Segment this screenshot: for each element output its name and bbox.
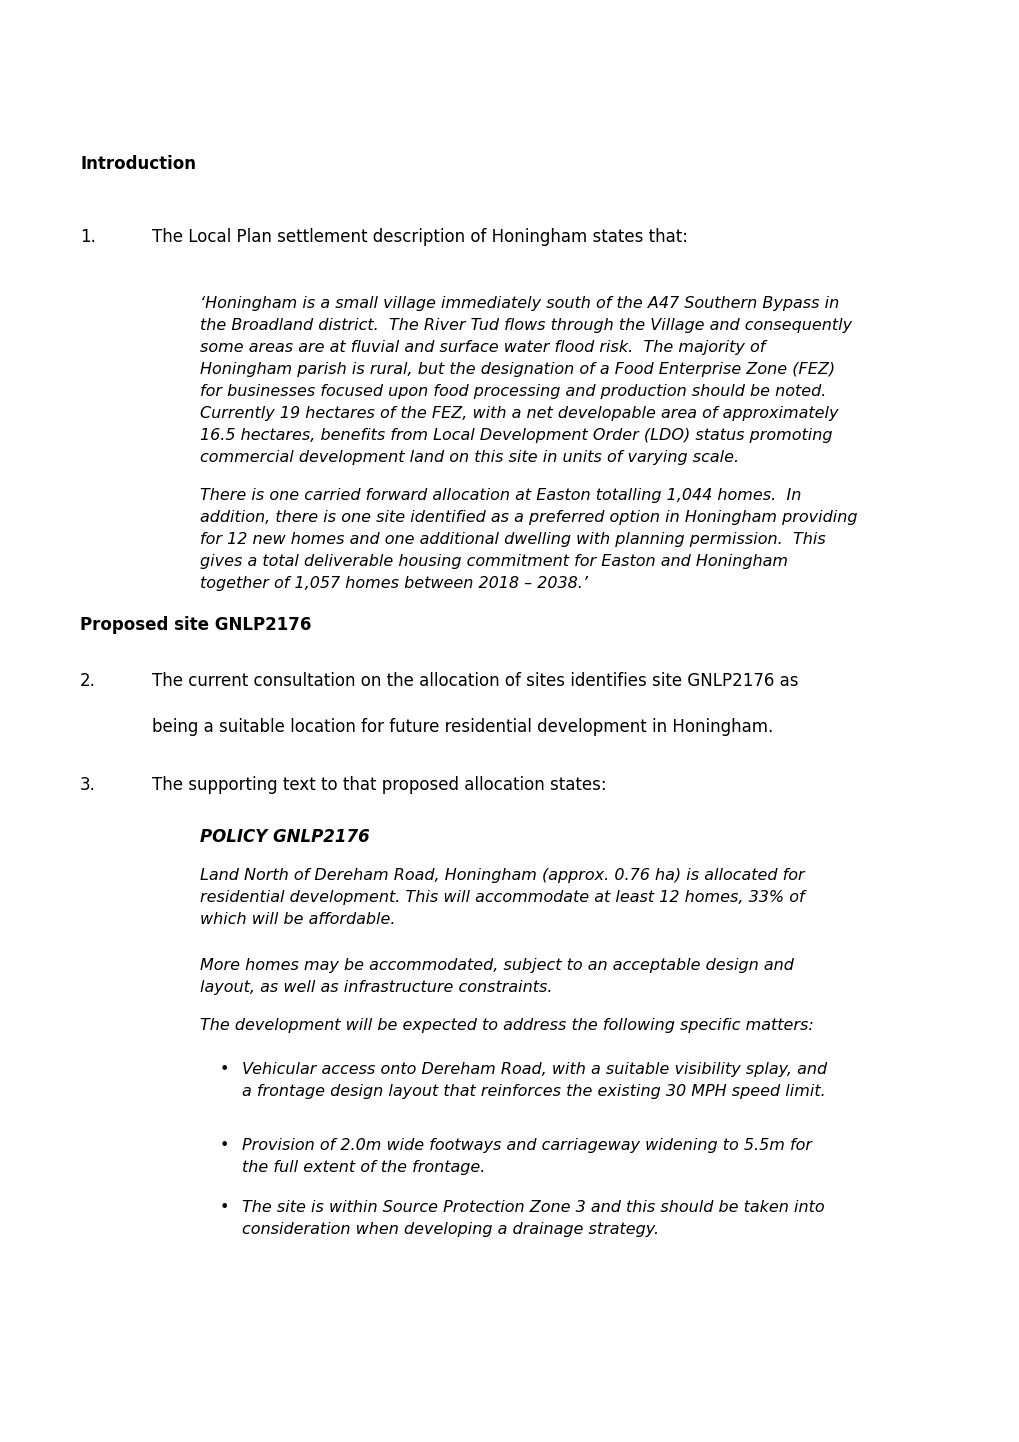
- Text: layout, as well as infrastructure constraints.: layout, as well as infrastructure constr…: [200, 981, 552, 995]
- Text: •: •: [220, 1061, 229, 1077]
- Text: The supporting text to that proposed allocation states:: The supporting text to that proposed all…: [152, 776, 606, 795]
- Text: 2.: 2.: [79, 672, 96, 691]
- Text: The development will be expected to address the following specific matters:: The development will be expected to addr…: [200, 1018, 813, 1032]
- Text: which will be affordable.: which will be affordable.: [200, 911, 395, 927]
- Text: for businesses focused upon food processing and production should be noted.: for businesses focused upon food process…: [200, 384, 825, 399]
- Text: some areas are at fluvial and surface water flood risk.  The majority of: some areas are at fluvial and surface wa…: [200, 340, 764, 355]
- Text: Currently 19 hectares of the FEZ, with a net developable area of approximately: Currently 19 hectares of the FEZ, with a…: [200, 407, 838, 421]
- Text: The Local Plan settlement description of Honingham states that:: The Local Plan settlement description of…: [152, 228, 688, 247]
- Text: Land North of Dereham Road, Honingham (approx. 0.76 ha) is allocated for: Land North of Dereham Road, Honingham (a…: [200, 868, 804, 883]
- Text: commercial development land on this site in units of varying scale.: commercial development land on this site…: [200, 450, 739, 464]
- Text: being a suitable location for future residential development in Honingham.: being a suitable location for future res…: [152, 718, 772, 735]
- Text: 3.: 3.: [79, 776, 96, 795]
- Text: gives a total deliverable housing commitment for Easton and Honingham: gives a total deliverable housing commit…: [200, 554, 788, 570]
- Text: The site is within Source Protection Zone 3 and this should be taken into: The site is within Source Protection Zon…: [242, 1200, 823, 1216]
- Text: a frontage design layout that reinforces the existing 30 MPH speed limit.: a frontage design layout that reinforces…: [242, 1084, 825, 1099]
- Text: Honingham parish is rural, but the designation of a Food Enterprise Zone (FEZ): Honingham parish is rural, but the desig…: [200, 362, 835, 376]
- Text: More homes may be accommodated, subject to an acceptable design and: More homes may be accommodated, subject …: [200, 957, 793, 973]
- Text: •: •: [220, 1200, 229, 1216]
- Text: Provision of 2.0m wide footways and carriageway widening to 5.5m for: Provision of 2.0m wide footways and carr…: [242, 1138, 811, 1154]
- Text: residential development. This will accommodate at least 12 homes, 33% of: residential development. This will accom…: [200, 890, 804, 906]
- Text: •: •: [220, 1138, 229, 1154]
- Text: for 12 new homes and one additional dwelling with planning permission.  This: for 12 new homes and one additional dwel…: [200, 532, 825, 547]
- Text: Proposed site GNLP2176: Proposed site GNLP2176: [79, 616, 311, 634]
- Text: the Broadland district.  The River Tud flows through the Village and consequentl: the Broadland district. The River Tud fl…: [200, 319, 851, 333]
- Text: 1.: 1.: [79, 228, 96, 247]
- Text: The current consultation on the allocation of sites identifies site GNLP2176 as: The current consultation on the allocati…: [152, 672, 798, 691]
- Text: POLICY GNLP2176: POLICY GNLP2176: [200, 828, 370, 846]
- Text: consideration when developing a drainage strategy.: consideration when developing a drainage…: [242, 1221, 658, 1237]
- Text: 16.5 hectares, benefits from Local Development Order (LDO) status promoting: 16.5 hectares, benefits from Local Devel…: [200, 428, 832, 443]
- Text: Vehicular access onto Dereham Road, with a suitable visibility splay, and: Vehicular access onto Dereham Road, with…: [242, 1061, 826, 1077]
- Text: ‘Honingham is a small village immediately south of the A47 Southern Bypass in: ‘Honingham is a small village immediatel…: [200, 296, 839, 311]
- Text: addition, there is one site identified as a preferred option in Honingham provid: addition, there is one site identified a…: [200, 510, 857, 525]
- Text: There is one carried forward allocation at Easton totalling 1,044 homes.  In: There is one carried forward allocation …: [200, 487, 801, 503]
- Text: the full extent of the frontage.: the full extent of the frontage.: [242, 1159, 485, 1175]
- Text: Introduction: Introduction: [79, 154, 196, 173]
- Text: together of 1,057 homes between 2018 – 2038.’: together of 1,057 homes between 2018 – 2…: [200, 575, 587, 591]
